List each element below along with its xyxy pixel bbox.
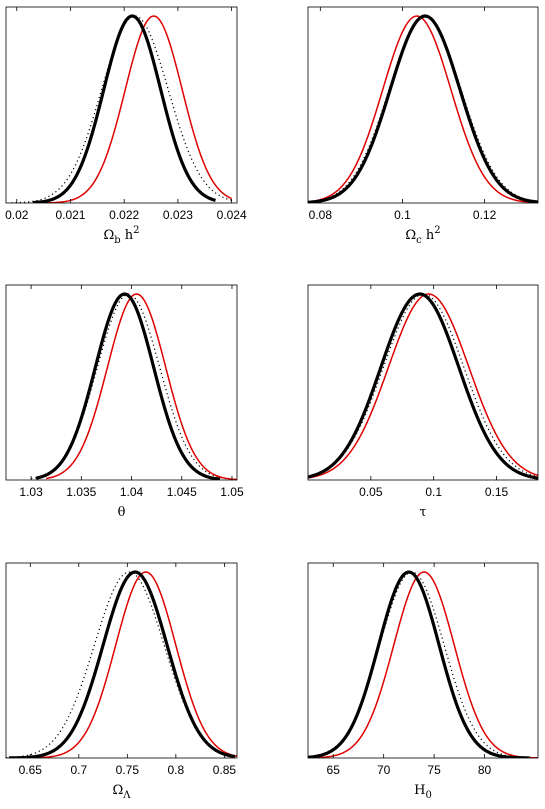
x-tick-label: 1.03 [19,485,43,499]
x-tick-label: 1.045 [167,485,197,499]
curve-dotted-black [11,15,232,203]
x-tick-label: 0.75 [116,763,140,777]
x-tick-label: 0.85 [213,763,237,777]
x-tick-label: 0.021 [55,208,85,222]
curve-dotted-black [31,293,233,480]
x-tick-label: 0.1 [425,485,442,499]
axes-frame [5,284,238,481]
x-tick-label: 80 [478,763,492,777]
curve-red [308,15,538,203]
panel-1: 0.02 0.021 0.022 0.023 0.024 Ωb h2 [5,6,247,246]
curve-dotted-black [308,571,538,758]
x-tick-label: 0.02 [5,208,29,222]
x-tick-label: 0.65 [19,763,43,777]
curve-red [308,293,538,479]
x-tick-label: 70 [377,763,391,777]
x-tick-label: 75 [427,763,441,777]
x-tick-label: 0.023 [163,208,193,222]
axes-frame [5,6,238,204]
x-tick-label: 0.08 [309,208,333,222]
x-tick-label: 0.7 [70,763,87,777]
curve-red [318,571,538,758]
curve-red [20,571,237,758]
panel-3: 1.03 1.035 1.04 1.045 1.05 θ [5,284,244,520]
x-tick-label: 0.022 [109,208,139,222]
x-tick-label: 0.12 [473,208,497,222]
x-tick-label: 0.05 [359,485,383,499]
axes-frame [307,284,539,481]
x-tick-label: 0.8 [168,763,185,777]
panel-5: 0.65 0.7 0.75 0.8 0.85 ΩΛ [5,562,238,801]
curve-red [46,293,237,480]
axes-frame [307,562,539,759]
curve-dotted-black [6,571,237,758]
curve-dotted-black [308,15,538,203]
x-tick-label: 1.035 [66,485,96,499]
panel-6: 65 70 75 80 H0 [307,562,539,801]
curve-thick-black [8,570,236,758]
curve-thick-black [308,14,538,203]
x-tick-label: 65 [327,763,341,777]
curve-thick-black [35,292,221,480]
x-axis-label: θ [118,505,126,520]
x-axis-label: τ [419,505,426,520]
panel-4: 0.05 0.1 0.15 τ [307,284,539,520]
axes-frame [5,562,238,759]
curve-red [32,15,232,203]
panel-2: 0.08 0.1 0.12 Ωc h2 [307,6,539,246]
x-axis-label: H0 [414,783,432,801]
x-tick-label: 0.024 [217,208,247,222]
curve-thick-black [308,292,538,480]
x-tick-label: 1.04 [120,485,144,499]
x-axis-label: Ωc h2 [405,225,440,246]
curve-thick-black [308,570,530,758]
curve-thick-black [32,14,216,203]
x-tick-label: 0.15 [485,485,509,499]
axes-frame [307,6,539,204]
x-axis-label: Ωb h2 [103,225,139,246]
x-axis-label: ΩΛ [112,783,131,801]
x-tick-label: 0.1 [394,208,411,222]
curve-dotted-black [308,293,538,478]
x-tick-label: 1.05 [220,485,244,499]
